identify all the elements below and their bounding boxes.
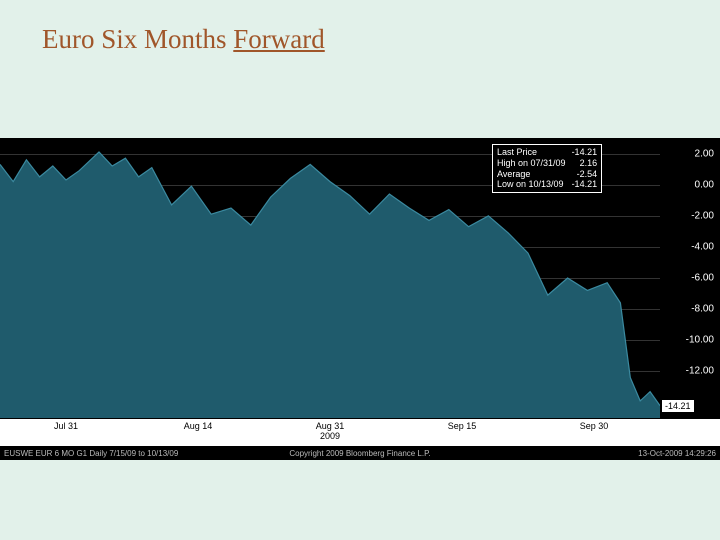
legend-row: High on 07/31/09 2.16 <box>497 158 597 169</box>
legend-row: Last Price -14.21 <box>497 147 597 158</box>
y-tick-label: -10.00 <box>686 335 714 346</box>
y-tick-label: -6.00 <box>691 273 714 284</box>
title-underlined: Forward <box>233 24 324 54</box>
legend-row: Low on 10/13/09 -14.21 <box>497 179 597 190</box>
last-value-flag: -14.21 <box>662 400 694 412</box>
legend-value: -14.21 <box>572 179 598 190</box>
y-axis: 2.00 0.00 -2.00 -4.00 -6.00 -8.00 -10.00 -12.00 <box>660 138 720 418</box>
legend-value: 2.16 <box>580 158 598 169</box>
y-tick-label: -4.00 <box>691 241 714 252</box>
x-tick-label: Jul 31 <box>54 422 78 432</box>
footer-right: 13-Oct-2009 14:29:26 <box>638 449 716 458</box>
x-tick-label: Sep 15 <box>448 422 477 432</box>
legend-label: High on 07/31/09 <box>497 158 566 169</box>
legend-label: Average <box>497 169 530 180</box>
x-axis: Jul 31 Aug 14 Aug 312009 Sep 15 Sep 30 <box>0 418 720 448</box>
y-tick-label: -2.00 <box>691 210 714 221</box>
legend-value: -2.54 <box>577 169 598 180</box>
legend-label: Low on 10/13/09 <box>497 179 564 190</box>
title-plain: Euro Six Months <box>42 24 233 54</box>
legend-label: Last Price <box>497 147 537 158</box>
y-tick-label: 0.00 <box>695 179 714 190</box>
x-tick-label: Aug 312009 <box>316 422 345 442</box>
chart-container: Last Price-14.21High on 07/31/092.16Aver… <box>0 138 720 448</box>
y-tick-label: -8.00 <box>691 304 714 315</box>
x-tick-label: Sep 30 <box>580 422 609 432</box>
legend-row: Average -2.54 <box>497 169 597 180</box>
legend-value: -14.21 <box>572 147 598 158</box>
x-tick-label: Aug 14 <box>184 422 213 432</box>
y-tick-label: -12.00 <box>686 366 714 377</box>
y-tick-label: 2.00 <box>695 148 714 159</box>
footer-left: EUSWE EUR 6 MO G1 Daily 7/15/09 to 10/13… <box>4 449 178 458</box>
chart-footer: EUSWE EUR 6 MO G1 Daily 7/15/09 to 10/13… <box>0 446 720 460</box>
footer-mid: Copyright 2009 Bloomberg Finance L.P. <box>289 449 430 458</box>
legend-box: Last Price-14.21High on 07/31/092.16Aver… <box>492 144 602 193</box>
page-title: Euro Six Months Forward <box>42 24 325 55</box>
chart-plot-area: Last Price-14.21High on 07/31/092.16Aver… <box>0 138 660 418</box>
